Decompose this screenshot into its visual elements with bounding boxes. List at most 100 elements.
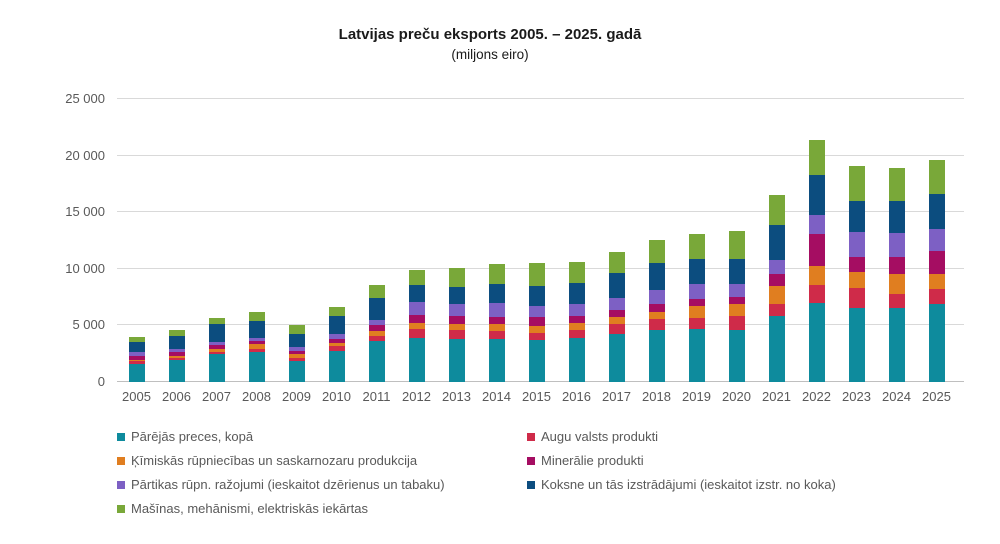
bar-segment: [248, 344, 265, 349]
bar-segment: [568, 283, 585, 304]
bar-segment: [168, 336, 185, 349]
bar-2008: [248, 312, 265, 382]
bar-segment: [768, 304, 785, 316]
bar-segment: [528, 306, 545, 317]
bar-segment: [848, 232, 865, 257]
x-tick-label: 2020: [722, 389, 751, 404]
bar-segment: [848, 201, 865, 232]
legend-color-swatch-icon: [117, 433, 125, 441]
bar-segment: [408, 338, 425, 382]
legend-item: Pārtikas rūpn. ražojumi (ieskaitot dzēri…: [117, 477, 445, 495]
bar-segment: [248, 341, 265, 344]
bar-segment: [608, 334, 625, 382]
bar-segment: [368, 325, 385, 331]
bar-segment: [488, 284, 505, 303]
x-tick-label: 2017: [602, 389, 631, 404]
legend-color-swatch-icon: [117, 505, 125, 513]
bar-2014: [488, 264, 505, 382]
bar-segment: [808, 303, 825, 382]
bar-segment: [248, 352, 265, 382]
bar-segment: [448, 304, 465, 316]
bar-segment: [408, 329, 425, 338]
bar-segment: [208, 324, 225, 342]
bar-segment: [128, 356, 145, 360]
legend-item: Mašīnas, mehānismi, elektriskās iekārtas: [117, 501, 368, 519]
x-tick-label: 2018: [642, 389, 671, 404]
bar-segment: [248, 349, 265, 352]
legend-item: Koksne un tās izstrādājumi (ieskaitot iz…: [527, 477, 836, 495]
bar-segment: [368, 341, 385, 382]
bar-segment: [888, 308, 905, 382]
bar-segment: [168, 349, 185, 352]
bar-segment: [448, 324, 465, 330]
bar-segment: [568, 262, 585, 283]
bar-segment: [608, 252, 625, 273]
bar-segment: [888, 294, 905, 308]
bar-segment: [768, 274, 785, 286]
bar-segment: [128, 337, 145, 342]
bar-segment: [648, 263, 665, 290]
x-tick-label: 2013: [442, 389, 471, 404]
bar-segment: [848, 257, 865, 272]
legend-color-swatch-icon: [527, 481, 535, 489]
grid-line: [117, 155, 964, 156]
bar-segment: [528, 326, 545, 333]
bar-segment: [408, 302, 425, 315]
bar-segment: [288, 361, 305, 382]
x-tick-label: 2019: [682, 389, 711, 404]
bar-2007: [208, 318, 225, 382]
bar-segment: [808, 285, 825, 303]
legend-color-swatch-icon: [117, 457, 125, 465]
bar-segment: [568, 316, 585, 323]
bar-segment: [488, 303, 505, 317]
legend-color-swatch-icon: [117, 481, 125, 489]
chart-subtitle: (miljons eiro): [451, 47, 529, 62]
bar-segment: [688, 318, 705, 329]
bar-segment: [128, 364, 145, 382]
bar-segment: [128, 361, 145, 364]
bar-segment: [248, 338, 265, 341]
bar-segment: [728, 304, 745, 316]
bar-2006: [168, 330, 185, 382]
bar-segment: [208, 349, 225, 352]
grid-line: [117, 211, 964, 212]
bar-segment: [288, 347, 305, 351]
bar-segment: [528, 317, 545, 326]
legend-item: Augu valsts produkti: [527, 429, 658, 447]
bar-segment: [928, 251, 945, 274]
bar-segment: [528, 263, 545, 286]
bar-segment: [208, 345, 225, 349]
bar-segment: [168, 356, 185, 358]
x-tick-label: 2022: [802, 389, 831, 404]
legend-label: Mašīnas, mehānismi, elektriskās iekārtas: [131, 501, 368, 516]
bar-segment: [248, 321, 265, 338]
bar-segment: [328, 346, 345, 351]
bar-segment: [408, 315, 425, 323]
bar-segment: [848, 272, 865, 288]
bar-segment: [608, 324, 625, 334]
x-tick-label: 2014: [482, 389, 511, 404]
bar-segment: [448, 287, 465, 304]
bar-segment: [928, 229, 945, 251]
bar-segment: [728, 330, 745, 382]
bar-segment: [888, 257, 905, 274]
bar-2013: [448, 268, 465, 382]
x-tick-label: 2015: [522, 389, 551, 404]
grid-line: [117, 98, 964, 99]
legend-item: Ķīmiskās rūpniecības un saskarnozaru pro…: [117, 453, 417, 471]
bar-segment: [128, 352, 145, 356]
bar-segment: [288, 358, 305, 361]
bar-2024: [888, 168, 905, 382]
bar-segment: [928, 274, 945, 289]
bar-segment: [728, 259, 745, 284]
plot-area: [117, 98, 964, 382]
bar-2010: [328, 307, 345, 382]
bar-segment: [648, 330, 665, 382]
legend-color-swatch-icon: [527, 457, 535, 465]
bar-segment: [168, 360, 185, 382]
bar-segment: [208, 352, 225, 354]
bar-segment: [168, 352, 185, 356]
bar-segment: [128, 360, 145, 361]
legend-label: Augu valsts produkti: [541, 429, 659, 444]
bar-segment: [488, 331, 505, 339]
